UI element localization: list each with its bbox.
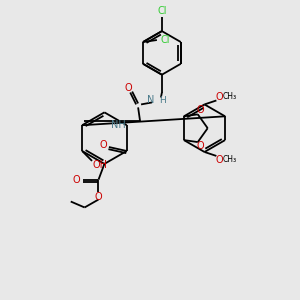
Text: OH: OH bbox=[92, 160, 107, 170]
Text: CH₃: CH₃ bbox=[222, 92, 236, 101]
Text: O: O bbox=[99, 140, 107, 150]
Text: Cl: Cl bbox=[160, 35, 170, 45]
Text: NH: NH bbox=[111, 120, 126, 130]
Text: O: O bbox=[197, 105, 205, 116]
Text: Cl: Cl bbox=[157, 6, 167, 16]
Text: H: H bbox=[159, 96, 166, 105]
Text: O: O bbox=[95, 192, 102, 202]
Text: O: O bbox=[215, 155, 223, 165]
Text: O: O bbox=[215, 92, 223, 101]
Text: O: O bbox=[197, 141, 205, 151]
Text: N: N bbox=[147, 95, 154, 106]
Text: O: O bbox=[73, 175, 80, 185]
Text: O: O bbox=[124, 82, 132, 93]
Text: CH₃: CH₃ bbox=[222, 155, 236, 164]
